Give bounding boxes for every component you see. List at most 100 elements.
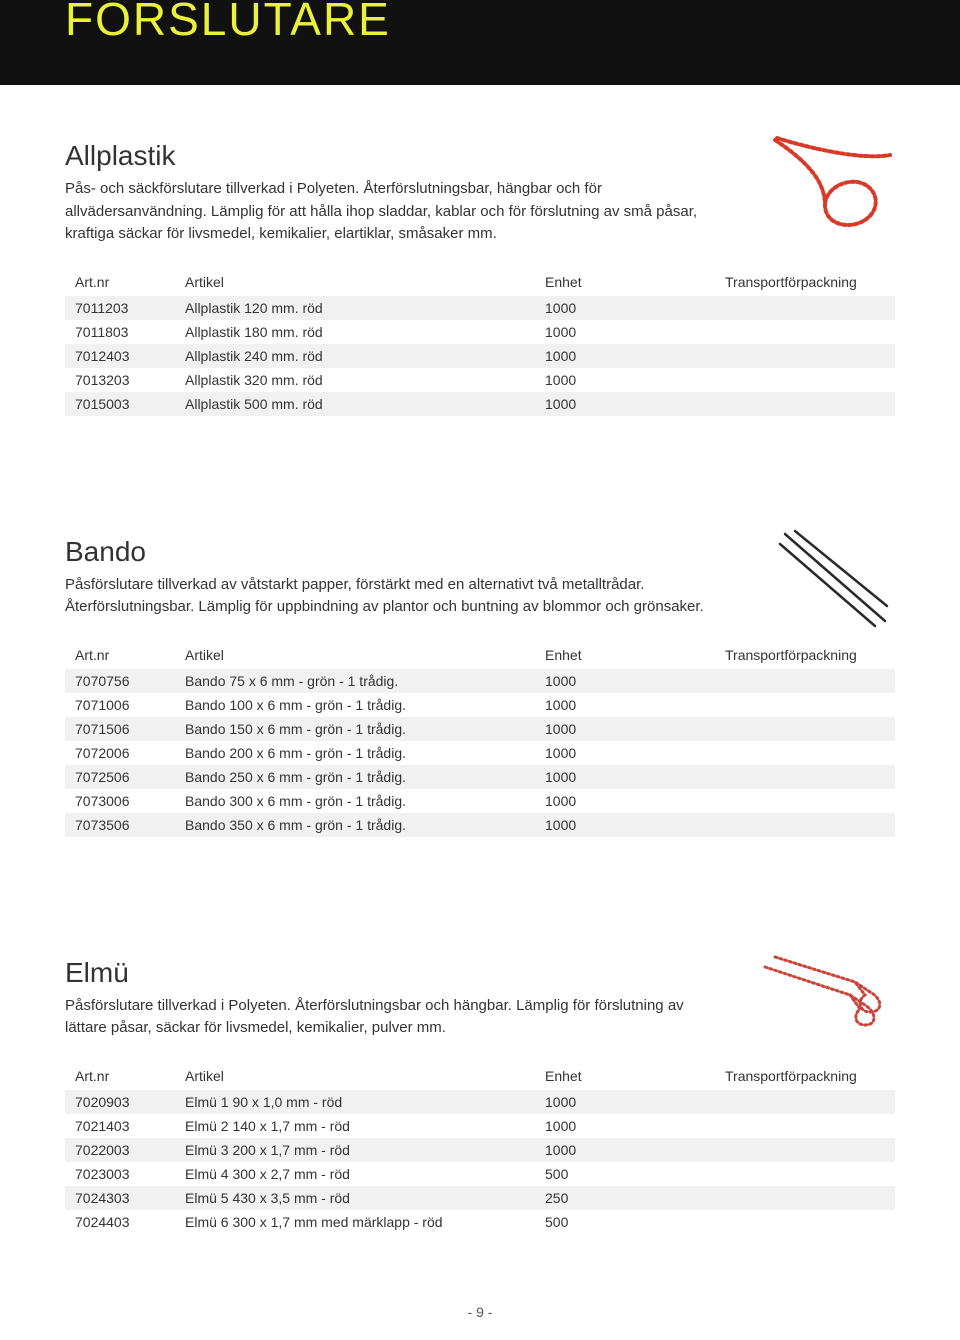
table-row: 7072006Bando 200 x 6 mm - grön - 1 trådi…	[65, 741, 895, 765]
cell-artnr: 7011203	[65, 296, 175, 320]
cell-transport	[715, 392, 895, 416]
cell-artikel: Allplastik 320 mm. röd	[175, 368, 535, 392]
table-allplastik: Art.nr Artikel Enhet Transportförpacknin…	[65, 268, 895, 416]
cell-artnr: 7070756	[65, 669, 175, 693]
section-title: Bando	[65, 536, 895, 568]
col-artikel: Artikel	[175, 1062, 535, 1090]
section-desc: Påsförslutare tillverkad i Polyeten. Åte…	[65, 995, 705, 1040]
table-row: 7071506Bando 150 x 6 mm - grön - 1 trådi…	[65, 717, 895, 741]
cell-transport	[715, 669, 895, 693]
allplastik-product-icon	[765, 130, 895, 245]
cell-transport	[715, 296, 895, 320]
cell-enhet: 1000	[535, 741, 715, 765]
col-transport: Transportförpackning	[715, 268, 895, 296]
cell-enhet: 1000	[535, 296, 715, 320]
cell-transport	[715, 1210, 895, 1234]
table-row: 7021403Elmü 2 140 x 1,7 mm - röd1000	[65, 1114, 895, 1138]
cell-transport	[715, 693, 895, 717]
cell-artnr: 7072006	[65, 741, 175, 765]
cell-enhet: 1000	[535, 765, 715, 789]
cell-artikel: Elmü 6 300 x 1,7 mm med märklapp - röd	[175, 1210, 535, 1234]
page-content: Allplastik Pås- och säckförslutare tillv…	[0, 140, 960, 1234]
col-enhet: Enhet	[535, 641, 715, 669]
cell-artikel: Elmü 2 140 x 1,7 mm - röd	[175, 1114, 535, 1138]
section-desc: Pås- och säckförslutare tillverkad i Pol…	[65, 178, 705, 246]
cell-artikel: Allplastik 500 mm. röd	[175, 392, 535, 416]
cell-enhet: 250	[535, 1186, 715, 1210]
table-bando: Art.nr Artikel Enhet Transportförpacknin…	[65, 641, 895, 837]
cell-artnr: 7012403	[65, 344, 175, 368]
cell-transport	[715, 813, 895, 837]
col-artnr: Art.nr	[65, 641, 175, 669]
cell-enhet: 1000	[535, 320, 715, 344]
table-row: 7071006Bando 100 x 6 mm - grön - 1 trådi…	[65, 693, 895, 717]
cell-artnr: 7071006	[65, 693, 175, 717]
cell-transport	[715, 717, 895, 741]
cell-transport	[715, 344, 895, 368]
cell-artikel: Bando 300 x 6 mm - grön - 1 trådig.	[175, 789, 535, 813]
table-row: 7070756Bando 75 x 6 mm - grön - 1 trådig…	[65, 669, 895, 693]
cell-artikel: Elmü 1 90 x 1,0 mm - röd	[175, 1090, 535, 1114]
cell-transport	[715, 1114, 895, 1138]
col-enhet: Enhet	[535, 268, 715, 296]
cell-transport	[715, 765, 895, 789]
cell-enhet: 1000	[535, 368, 715, 392]
cell-artnr: 7022003	[65, 1138, 175, 1162]
table-row: 7013203Allplastik 320 mm. röd1000	[65, 368, 895, 392]
col-transport: Transportförpackning	[715, 641, 895, 669]
cell-artnr: 7023003	[65, 1162, 175, 1186]
col-enhet: Enhet	[535, 1062, 715, 1090]
table-row: 7024303Elmü 5 430 x 3,5 mm - röd 250	[65, 1186, 895, 1210]
cell-artnr: 7071506	[65, 717, 175, 741]
table-row: 7023003Elmü 4 300 x 2,7 mm - röd 500	[65, 1162, 895, 1186]
page-footer: - 9 -	[0, 1304, 960, 1340]
table-body: 7011203Allplastik 120 mm. röd10007011803…	[65, 296, 895, 416]
bando-product-icon	[775, 526, 895, 641]
cell-artnr: 7024303	[65, 1186, 175, 1210]
cell-enhet: 1000	[535, 1138, 715, 1162]
cell-artikel: Bando 350 x 6 mm - grön - 1 trådig.	[175, 813, 535, 837]
table-row: 7072506Bando 250 x 6 mm - grön - 1 trådi…	[65, 765, 895, 789]
cell-enhet: 1000	[535, 669, 715, 693]
section-desc: Påsförslutare tillverkad av våtstarkt pa…	[65, 574, 705, 619]
table-elmu: Art.nr Artikel Enhet Transportförpacknin…	[65, 1062, 895, 1234]
cell-enhet: 500	[535, 1210, 715, 1234]
table-body: 7070756Bando 75 x 6 mm - grön - 1 trådig…	[65, 669, 895, 837]
cell-transport	[715, 1186, 895, 1210]
cell-artnr: 7072506	[65, 765, 175, 789]
cell-artikel: Allplastik 120 mm. röd	[175, 296, 535, 320]
section-bando: Bando Påsförslutare tillverkad av våtsta…	[65, 536, 895, 837]
table-row: 7022003Elmü 3 200 x 1,7 mm - röd1000	[65, 1138, 895, 1162]
cell-artikel: Bando 75 x 6 mm - grön - 1 trådig.	[175, 669, 535, 693]
cell-artnr: 7020903	[65, 1090, 175, 1114]
page-title: FÖRSLUTARE	[65, 0, 960, 42]
elmu-product-icon	[755, 947, 895, 1042]
col-artikel: Artikel	[175, 641, 535, 669]
col-artnr: Art.nr	[65, 268, 175, 296]
cell-artikel: Elmü 5 430 x 3,5 mm - röd	[175, 1186, 535, 1210]
cell-transport	[715, 741, 895, 765]
section-allplastik: Allplastik Pås- och säckförslutare tillv…	[65, 140, 895, 416]
cell-artikel: Bando 200 x 6 mm - grön - 1 trådig.	[175, 741, 535, 765]
cell-enhet: 1000	[535, 392, 715, 416]
col-transport: Transportförpackning	[715, 1062, 895, 1090]
cell-transport	[715, 320, 895, 344]
cell-enhet: 1000	[535, 789, 715, 813]
col-artikel: Artikel	[175, 268, 535, 296]
table-header-row: Art.nr Artikel Enhet Transportförpacknin…	[65, 1062, 895, 1090]
cell-enhet: 1000	[535, 813, 715, 837]
cell-enhet: 1000	[535, 1090, 715, 1114]
cell-artikel: Bando 100 x 6 mm - grön - 1 trådig.	[175, 693, 535, 717]
table-header-row: Art.nr Artikel Enhet Transportförpacknin…	[65, 268, 895, 296]
cell-artnr: 7013203	[65, 368, 175, 392]
table-row: 7011203Allplastik 120 mm. röd1000	[65, 296, 895, 320]
cell-artikel: Bando 150 x 6 mm - grön - 1 trådig.	[175, 717, 535, 741]
cell-enhet: 1000	[535, 1114, 715, 1138]
cell-artnr: 7073506	[65, 813, 175, 837]
cell-enhet: 1000	[535, 344, 715, 368]
cell-artnr: 7024403	[65, 1210, 175, 1234]
table-row: 7020903Elmü 1 90 x 1,0 mm - röd1000	[65, 1090, 895, 1114]
table-header-row: Art.nr Artikel Enhet Transportförpacknin…	[65, 641, 895, 669]
cell-artnr: 7021403	[65, 1114, 175, 1138]
cell-transport	[715, 789, 895, 813]
